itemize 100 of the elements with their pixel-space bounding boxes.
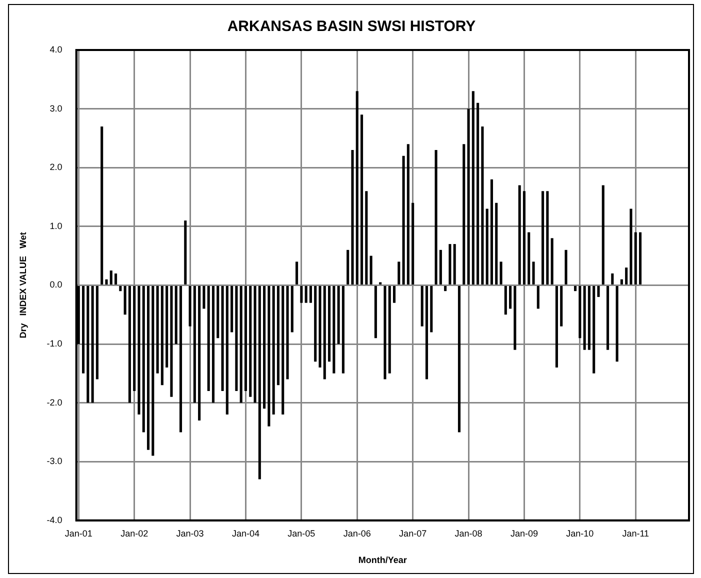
- bar: [406, 144, 410, 284]
- bar: [290, 286, 294, 332]
- bar: [560, 286, 563, 326]
- bar: [472, 91, 474, 284]
- bar: [509, 286, 512, 309]
- bar: [82, 286, 85, 374]
- bar: [574, 286, 577, 292]
- bar: [420, 286, 424, 326]
- y-tick-label: 2.0: [50, 162, 62, 172]
- bar: [458, 286, 461, 432]
- bar: [481, 126, 484, 284]
- bar: [207, 286, 210, 392]
- bar: [578, 286, 582, 338]
- bar: [296, 262, 298, 284]
- bar: [583, 286, 586, 350]
- bar: [504, 286, 507, 315]
- bar: [453, 244, 456, 284]
- bar: [166, 286, 168, 368]
- y-tick-label: 0.0: [50, 280, 62, 290]
- bar: [638, 232, 642, 284]
- x-tick-label: Jan-02: [120, 528, 148, 538]
- bar: [110, 270, 112, 284]
- y-tick-label: 4.0: [50, 44, 62, 54]
- bar: [486, 208, 488, 284]
- bar: [96, 286, 98, 380]
- bar: [606, 286, 610, 350]
- bar: [500, 262, 502, 284]
- bar: [448, 244, 452, 284]
- bar: [119, 286, 122, 292]
- bar: [202, 286, 206, 309]
- x-tick-label: Jan-11: [622, 528, 650, 538]
- bar: [152, 286, 154, 456]
- bar: [388, 286, 391, 374]
- bar: [439, 250, 442, 284]
- bar: [282, 286, 284, 415]
- bar: [221, 286, 224, 392]
- bar: [522, 191, 526, 284]
- bar: [309, 286, 312, 303]
- bar: [160, 286, 164, 386]
- bar: [188, 286, 192, 326]
- y-axis-title: Dry INDEX VALUE Wet: [18, 232, 28, 338]
- bar: [318, 286, 322, 368]
- bar: [146, 286, 150, 450]
- bar: [174, 286, 178, 344]
- bar: [179, 286, 182, 432]
- bar: [402, 156, 405, 284]
- bar: [592, 286, 596, 374]
- bar: [444, 286, 447, 292]
- bar: [564, 250, 568, 284]
- bar: [392, 286, 396, 303]
- bar: [611, 273, 614, 284]
- bar: [597, 286, 600, 297]
- bar: [425, 286, 428, 380]
- bar: [272, 286, 275, 415]
- bar: [550, 238, 554, 284]
- bar: [542, 191, 544, 284]
- bar: [356, 91, 358, 284]
- x-tick-label: Jan-07: [399, 528, 427, 538]
- bar: [536, 286, 540, 309]
- bar: [184, 220, 187, 284]
- bar: [128, 286, 131, 403]
- bar: [588, 286, 590, 350]
- bar: [434, 150, 438, 284]
- bar: [156, 286, 159, 374]
- x-tick-label: Jan-01: [64, 528, 92, 538]
- bar: [216, 286, 220, 338]
- x-tick-label: Jan-09: [510, 528, 538, 538]
- bar: [263, 286, 266, 409]
- bar: [124, 286, 126, 315]
- y-tick-label: 1.0: [50, 220, 62, 231]
- bar: [332, 286, 336, 374]
- bar: [170, 286, 173, 397]
- bar: [430, 286, 433, 332]
- bar: [495, 202, 498, 284]
- bar: [304, 286, 308, 303]
- bar: [342, 286, 344, 374]
- chart-title: ARKANSAS BASIN SWSI HISTORY: [227, 18, 476, 36]
- x-tick-label: Jan-10: [566, 528, 594, 538]
- bar: [86, 286, 90, 403]
- bar: [254, 286, 256, 403]
- bar: [244, 286, 248, 392]
- bar: [620, 279, 623, 284]
- y-tick-label: -1.0: [46, 338, 62, 348]
- bar: [323, 286, 326, 380]
- y-tick-label: 3.0: [50, 103, 62, 114]
- bar: [193, 286, 196, 403]
- bar: [268, 286, 270, 426]
- x-axis-title: Month/Year: [358, 555, 408, 566]
- bar: [514, 286, 516, 350]
- x-tick-label: Jan-06: [343, 528, 371, 538]
- bar: [346, 250, 350, 284]
- bar: [462, 144, 466, 284]
- bar: [91, 286, 94, 403]
- bar: [100, 126, 104, 284]
- y-tick-label: -3.0: [46, 456, 62, 466]
- y-tick-label: -4.0: [46, 514, 62, 525]
- bar: [532, 262, 535, 284]
- bar: [518, 185, 521, 284]
- bar: [300, 286, 303, 303]
- bar: [476, 102, 480, 284]
